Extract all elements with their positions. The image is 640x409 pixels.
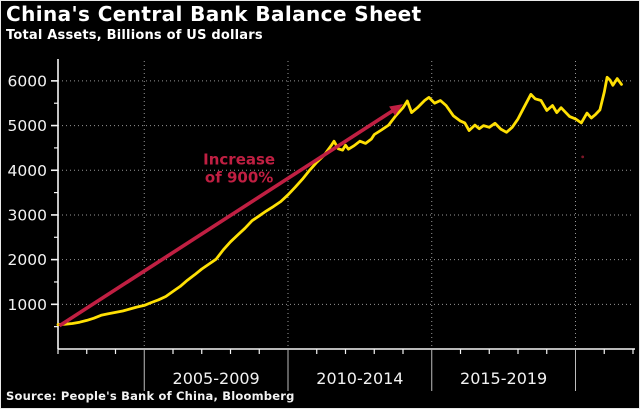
trend-arrow-shaft bbox=[58, 107, 397, 328]
chart-title: China's Central Bank Balance Sheet bbox=[6, 2, 422, 26]
asset-line-series bbox=[56, 75, 623, 326]
chart-subtitle: Total Assets, Billions of US dollars bbox=[6, 28, 263, 43]
y-axis-tick-label: 2000 bbox=[8, 251, 47, 269]
source-attribution: Source: People's Bank of China, Bloomber… bbox=[6, 389, 295, 403]
y-axis-tick-label: 1000 bbox=[8, 296, 47, 314]
y-axis-tick-label: 4000 bbox=[8, 162, 47, 180]
y-axis-tick-label: 5000 bbox=[8, 117, 47, 135]
y-axis-tick-label: 3000 bbox=[8, 206, 47, 224]
annotation-increase-label: of 900% bbox=[205, 168, 273, 186]
x-axis-period-label: 2010-2014 bbox=[316, 369, 403, 388]
annotation-increase-label: Increase bbox=[203, 150, 275, 168]
x-axis-period-label: 2015-2019 bbox=[460, 369, 547, 388]
x-axis-period-label: 2005-2009 bbox=[173, 369, 260, 388]
y-axis-tick-label: 6000 bbox=[8, 72, 47, 90]
trend-arrow-head bbox=[389, 104, 403, 116]
artifact-dot bbox=[581, 155, 585, 159]
